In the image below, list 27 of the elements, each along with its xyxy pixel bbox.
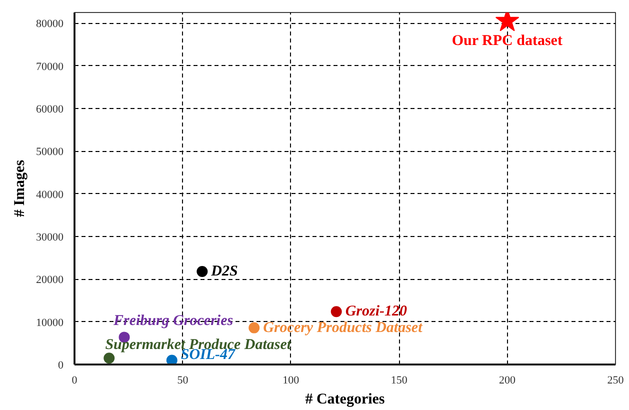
- y-tick-label: 20000: [36, 274, 64, 286]
- series-label: Freiburg Groceries: [112, 313, 234, 330]
- series-label: Grocery Products Dataset: [263, 320, 424, 336]
- point: [196, 266, 208, 277]
- point: [104, 352, 115, 364]
- y-tick-label: 70000: [36, 60, 64, 73]
- series-label: Our RPC dataset: [452, 33, 562, 50]
- x-axis-title: # Categories: [305, 392, 385, 408]
- series-label: Grozi-120: [345, 304, 408, 320]
- x-tick-label: 100: [282, 374, 300, 386]
- y-tick-label: 80000: [36, 18, 64, 30]
- y-tick-label: 40000: [36, 188, 64, 201]
- x-tick-label: 50: [177, 374, 189, 386]
- x-tick-label: 0: [72, 374, 78, 386]
- y-tick-label: 10000: [36, 316, 64, 329]
- y-tick-label: 30000: [36, 232, 64, 244]
- x-tick-label: 150: [390, 374, 408, 386]
- y-tick-label: 60000: [36, 104, 64, 116]
- point: [166, 354, 178, 364]
- x-tick-label: 250: [607, 374, 624, 386]
- point: [248, 322, 260, 334]
- y-tick-label: 50000: [36, 146, 64, 158]
- y-tick-label: 0: [58, 360, 64, 372]
- x-tick-label: 200: [499, 374, 516, 386]
- y-axis-title: # Images: [12, 160, 28, 218]
- series-label: D2S: [210, 263, 238, 280]
- point: [330, 306, 342, 318]
